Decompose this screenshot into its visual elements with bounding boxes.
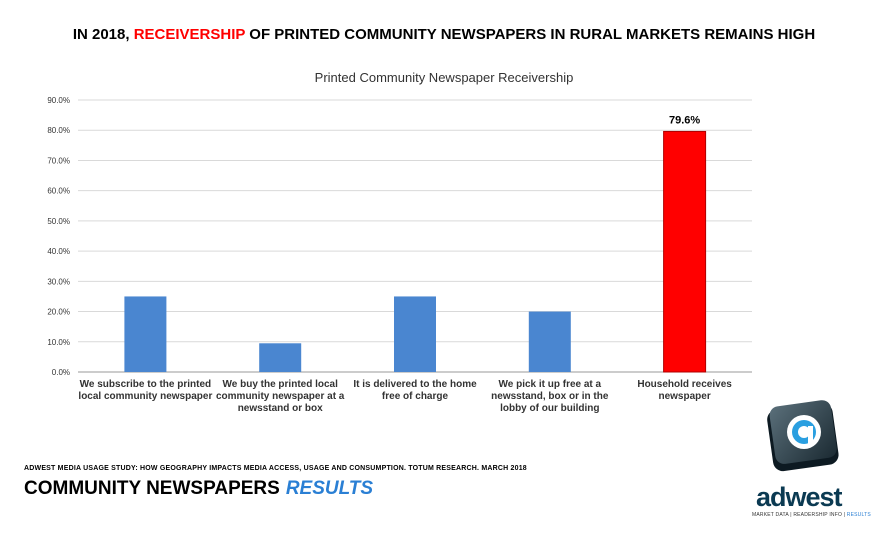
bar [394,296,436,372]
bar [528,311,571,372]
y-tick-label: 0.0% [52,368,70,377]
y-tick-label: 80.0% [47,126,70,135]
bar [259,343,302,372]
x-category-label-line: We pick it up free at a [498,379,601,390]
headline-prefix: IN 2018, [72,26,134,43]
y-tick-label: 90.0% [47,96,70,105]
bar [124,296,167,372]
x-category-label-line: community newspaper at a [216,391,345,402]
bar [663,130,707,373]
y-tick-label: 40.0% [47,247,70,256]
x-category-label: Household receives newspaper [637,379,732,402]
x-category-label-line: newsstand, box or in the [491,391,609,402]
footer-title: COMMUNITY NEWSPAPERS RESULTS [24,478,373,500]
x-category-label: We buy the printed local community newspa… [216,379,345,414]
x-category-label-line: newspaper [658,391,710,402]
adwest-at-logo-icon [767,400,839,472]
y-tick-label: 60.0% [47,187,70,196]
y-tick-label: 70.0% [47,156,70,165]
brand-tag-b: RESULTS [846,512,871,518]
chart-title: Printed Community Newspaper Receivership [314,70,574,85]
x-category-label: We subscribe to the printed local communi… [78,379,212,402]
headline-suffix: OF PRINTED COMMUNITY NEWSPAPERS IN RURAL… [245,26,816,43]
data-label: 79.6% [669,114,700,126]
headline-accent: RECEIVERSHIP [133,26,246,43]
headline: IN 2018, RECEIVERSHIP OF PRINTED COMMUNI… [0,26,888,43]
brand-tag-a: MARKET DATA | READERSHIP INFO | [752,512,847,518]
x-category-label-line: We subscribe to the printed [80,379,212,390]
y-tick-label: 20.0% [47,308,70,317]
x-category-label-line: newsstand or box [238,403,323,414]
footer-results: RESULTS [285,478,374,499]
y-tick-label: 10.0% [47,338,70,347]
brand-tagline: MARKET DATA | READERSHIP INFO | RESULTS [752,512,872,518]
x-category-label: It is delivered to the home free of charg… [353,379,477,402]
x-category-label: We pick it up free at a newsstand, box or… [491,379,609,414]
x-category-label-line: It is delivered to the home [353,379,477,390]
x-category-label-line: lobby of our building [500,403,599,414]
x-category-label-line: We buy the printed local [223,379,339,390]
study-note: ADWEST MEDIA USAGE STUDY: HOW GEOGRAPHY … [24,465,527,472]
footer-title-main: COMMUNITY NEWSPAPERS [24,478,280,499]
x-category-label-line: local community newspaper [78,391,212,402]
x-category-label-line: free of charge [382,391,449,402]
brand-name: adwest [756,482,843,512]
y-tick-label: 50.0% [47,217,70,226]
y-tick-label: 30.0% [47,277,70,286]
x-category-label-line: Household receives [637,379,732,390]
